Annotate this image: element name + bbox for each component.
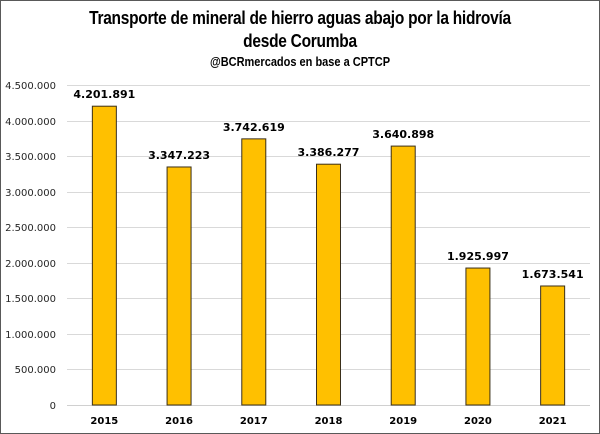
x-tick-label: 2017 xyxy=(240,416,268,427)
y-tick-label: 2.500.000 xyxy=(5,223,56,234)
chart-subtitle: @BCRmercados en base a CPTCP xyxy=(209,55,391,69)
data-label: 3.386.277 xyxy=(298,146,360,159)
bar xyxy=(316,163,341,406)
bar xyxy=(91,105,117,406)
bar xyxy=(166,166,192,406)
bar xyxy=(465,267,491,406)
bar xyxy=(540,285,566,406)
bar xyxy=(390,145,416,406)
x-tick-label: 2021 xyxy=(539,416,567,427)
y-tick-label: 4.000.000 xyxy=(5,117,56,128)
data-label: 3.347.223 xyxy=(148,149,210,162)
data-label: 1.925.997 xyxy=(447,250,509,263)
bar xyxy=(241,138,267,406)
y-tick-label: 2.000.000 xyxy=(5,259,56,270)
data-label: 1.673.541 xyxy=(522,268,584,281)
y-tick-label: 500.000 xyxy=(15,365,56,376)
data-label: 3.640.898 xyxy=(372,128,434,141)
data-label: 3.742.619 xyxy=(223,121,285,134)
y-tick-label: 0 xyxy=(50,401,56,412)
x-tick-label: 2016 xyxy=(165,416,193,427)
y-tick-label: 1.000.000 xyxy=(5,330,56,341)
x-tick-label: 2019 xyxy=(389,416,417,427)
x-tick-label: 2018 xyxy=(315,416,343,427)
y-tick-label: 3.000.000 xyxy=(5,188,56,199)
y-tick-label: 3.500.000 xyxy=(5,152,56,163)
chart-title-line-2: desde Corumba xyxy=(243,31,357,51)
data-label: 4.201.891 xyxy=(73,88,135,101)
chart-title-line-1: Transporte de mineral de hierro aguas ab… xyxy=(89,8,511,28)
x-tick-label: 2020 xyxy=(464,416,492,427)
y-tick-label: 4.500.000 xyxy=(5,81,56,92)
x-tick-label: 2015 xyxy=(90,416,118,427)
y-tick-label: 1.500.000 xyxy=(5,294,56,305)
